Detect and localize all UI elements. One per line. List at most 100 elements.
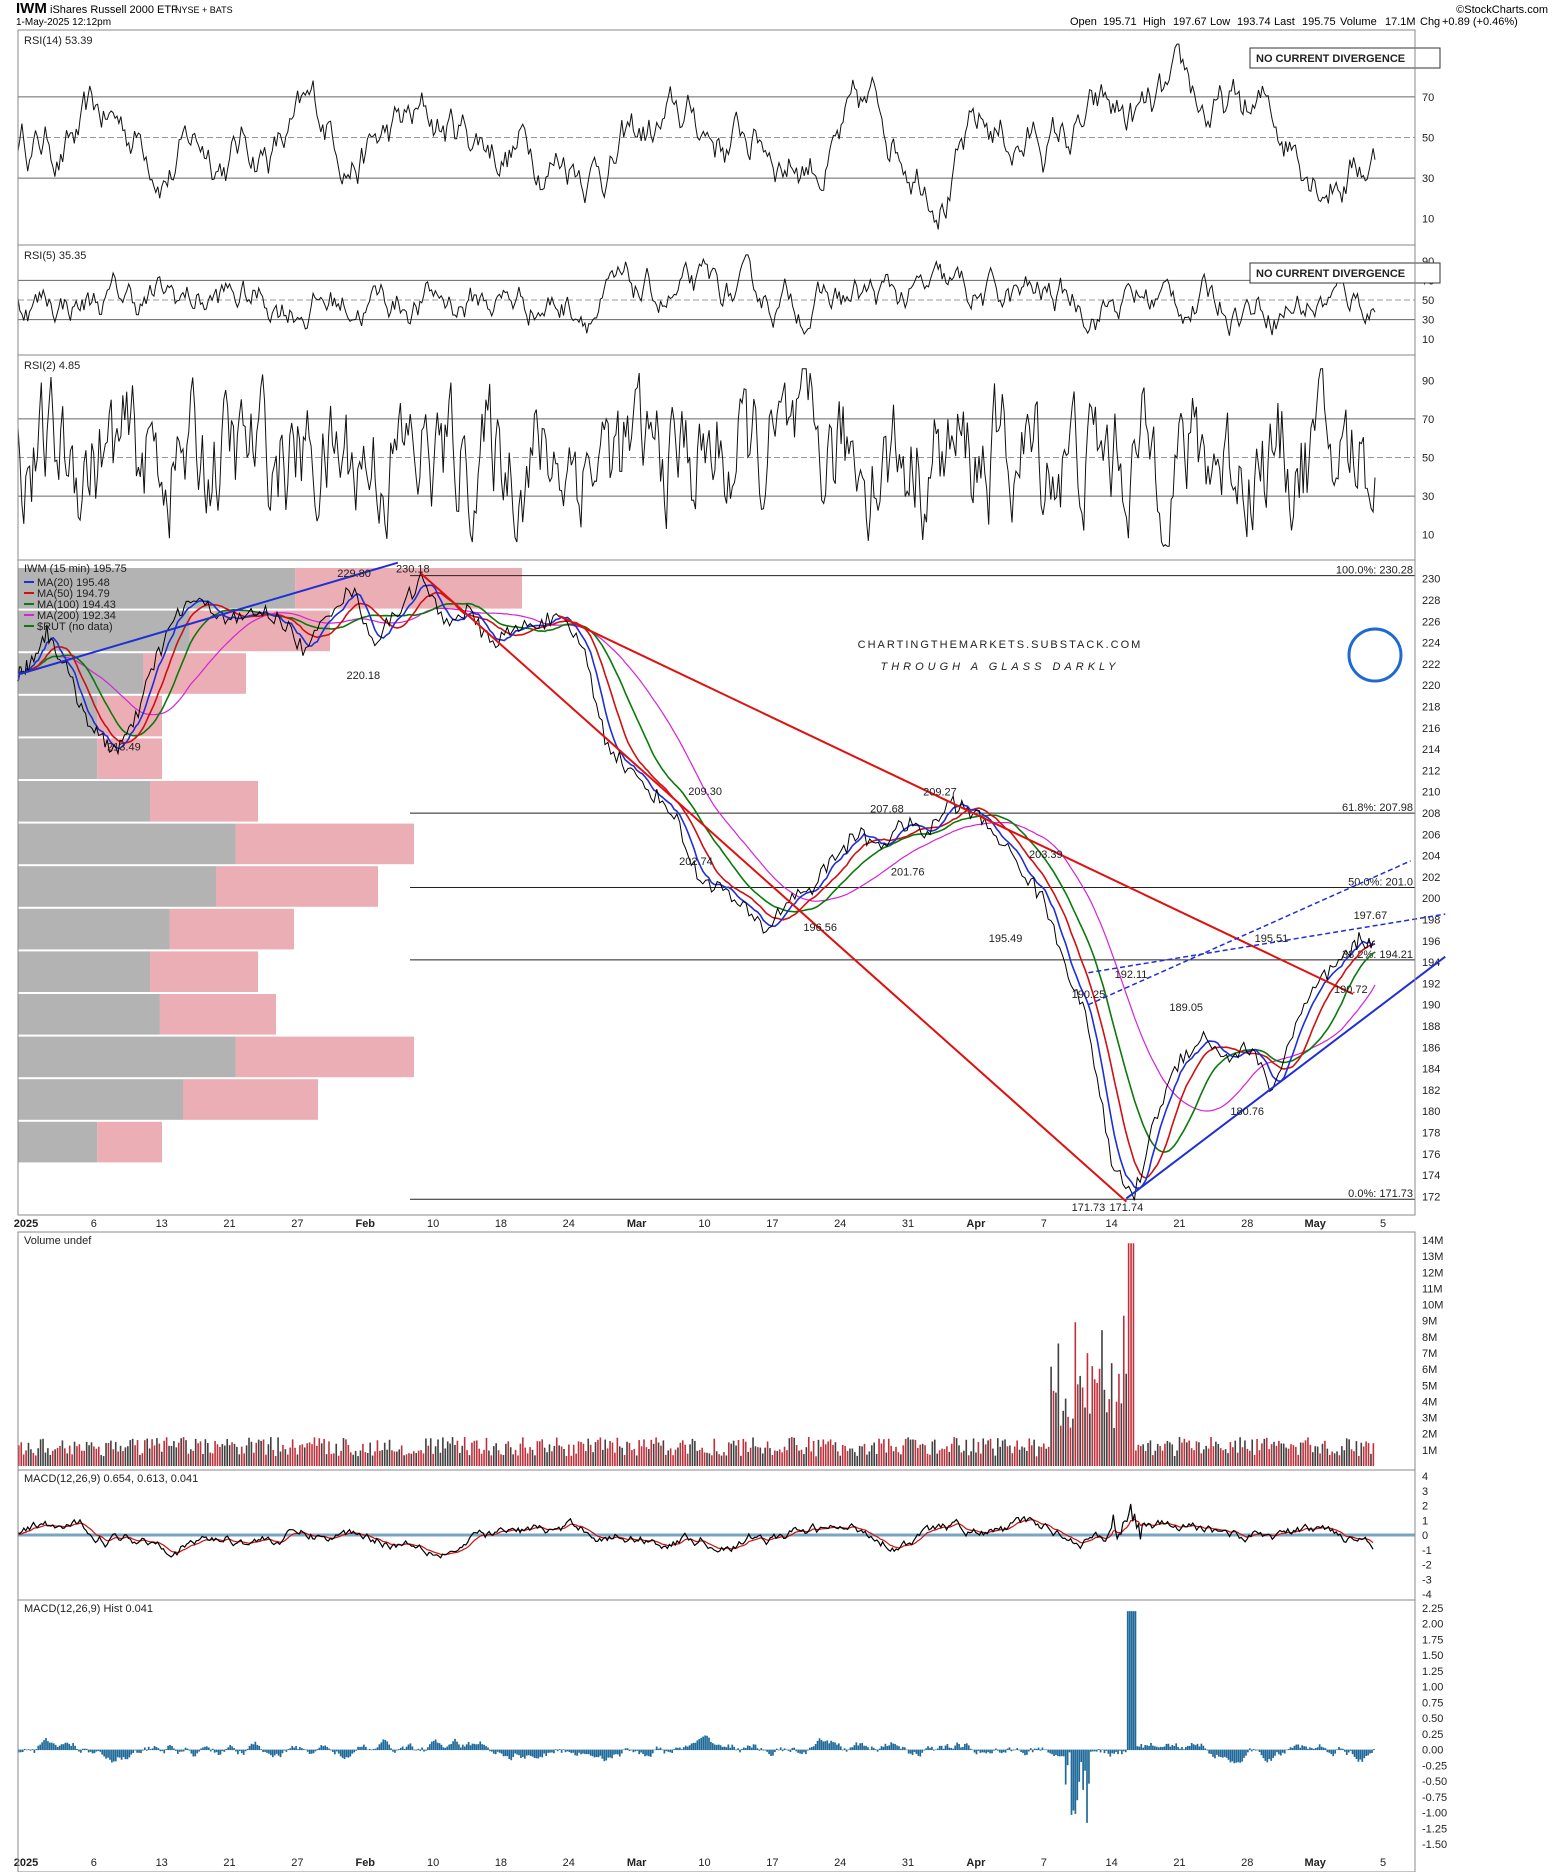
- macd-hist-bar: [1196, 1743, 1199, 1751]
- volume-tick: 7M: [1422, 1348, 1437, 1360]
- volume-bar: [1089, 1413, 1091, 1466]
- volume-bar: [694, 1440, 696, 1466]
- macd-hist-bar: [260, 1749, 263, 1751]
- price-point-label: 230.18: [396, 564, 430, 576]
- volume-bar: [953, 1437, 955, 1466]
- volume-profile-down-bar: [18, 568, 296, 609]
- macd-hist-bar: [427, 1747, 429, 1751]
- macd-hist-bar: [144, 1747, 146, 1751]
- volume-bar: [444, 1448, 447, 1466]
- macd-hist-bar: [372, 1748, 375, 1751]
- volume-bar: [22, 1454, 25, 1466]
- macd-hist-bar: [357, 1746, 359, 1751]
- last-label: Last: [1274, 16, 1295, 28]
- volume-bar: [199, 1441, 202, 1466]
- macd-hist-bar: [25, 1749, 28, 1751]
- macd-hist-bar: [1002, 1749, 1005, 1753]
- macd-hist-bar: [1097, 1749, 1100, 1751]
- macd-hist-bar: [1328, 1749, 1331, 1753]
- volume-bar: [49, 1454, 52, 1466]
- volume-bar: [369, 1442, 371, 1466]
- volume-bar: [1280, 1443, 1283, 1466]
- volume-bar: [270, 1437, 272, 1466]
- volume-bar: [1043, 1443, 1045, 1466]
- volume-bar: [994, 1455, 997, 1466]
- macd-hist-bar: [421, 1747, 423, 1751]
- x-tick: 2025: [14, 1218, 38, 1230]
- macd-hist-bar: [1167, 1743, 1170, 1751]
- macd-hist-bar: [836, 1744, 838, 1751]
- volume-bar: [611, 1442, 614, 1466]
- volume-bar: [660, 1445, 662, 1466]
- macd-hist-bar: [648, 1749, 650, 1757]
- volume-bar: [1251, 1439, 1254, 1466]
- volume-profile-down-bar: [18, 1036, 236, 1078]
- volume-bar: [1215, 1441, 1217, 1466]
- volume-bar: [262, 1439, 265, 1466]
- volume-bar: [238, 1454, 241, 1466]
- macd-hist-bar: [244, 1749, 247, 1752]
- macd-hist-bar: [774, 1749, 776, 1752]
- macd-hist-bar: [1316, 1747, 1319, 1751]
- volume-bar: [1311, 1452, 1314, 1466]
- macd-hist-bar: [430, 1741, 433, 1751]
- macd-hist-bar: [118, 1749, 121, 1758]
- macd-hist-bar: [925, 1748, 927, 1751]
- volume-bar: [257, 1439, 260, 1466]
- volume-bar: [226, 1438, 228, 1466]
- volume-bar: [766, 1441, 769, 1466]
- volume-bar: [1001, 1440, 1004, 1466]
- macd-hist-bar: [853, 1745, 856, 1751]
- price-tick: 198: [1422, 914, 1440, 926]
- macd-hist-bar: [580, 1749, 582, 1755]
- x-tick: 2025: [14, 1857, 38, 1869]
- volume-bar: [1261, 1443, 1263, 1466]
- macd-hist-bar: [1363, 1749, 1366, 1759]
- volume-bar: [769, 1448, 771, 1466]
- volume-bar: [706, 1452, 708, 1466]
- macd-hist-bar: [820, 1740, 823, 1751]
- volume-bar: [686, 1453, 689, 1466]
- macd-hist-bar: [1229, 1749, 1232, 1763]
- macd-hist-bar: [797, 1749, 800, 1753]
- volume-bar: [914, 1439, 917, 1466]
- macd-hist-bar: [630, 1749, 633, 1751]
- volume-bar: [815, 1456, 817, 1466]
- price-point-label: 195.51: [1255, 933, 1289, 945]
- macd-hist-bar: [1307, 1748, 1309, 1751]
- macd-hist-bar: [363, 1744, 365, 1751]
- macd-hist-bar: [1254, 1749, 1257, 1751]
- macd-hist-bar: [785, 1749, 788, 1751]
- volume-bar: [691, 1438, 694, 1466]
- macd-tick: -1: [1422, 1545, 1432, 1557]
- macd-hist-bar: [409, 1743, 412, 1751]
- macd-hist-bar: [874, 1749, 877, 1751]
- macd-hist-bar: [725, 1747, 728, 1751]
- macd-hist-bar: [768, 1749, 770, 1755]
- macd-hist-bar: [285, 1749, 288, 1752]
- macd-hist-bar: [211, 1748, 214, 1751]
- volume-bar: [376, 1440, 379, 1466]
- price-tick: 178: [1422, 1127, 1440, 1139]
- rsi14-tick: 70: [1422, 92, 1434, 104]
- volume-bar: [597, 1439, 599, 1466]
- macd-hist-bar: [1008, 1747, 1011, 1751]
- macd-hist-bar: [273, 1749, 276, 1756]
- macd-hist-bar: [128, 1749, 131, 1758]
- volume-bar: [204, 1439, 207, 1466]
- macd-hist-bar: [964, 1743, 966, 1751]
- volume-bar: [883, 1439, 885, 1466]
- macd-hist-bar: [923, 1749, 926, 1751]
- macd-hist-bar: [448, 1744, 451, 1751]
- macd-hist-bar: [52, 1743, 55, 1751]
- rsi5-tick: 10: [1422, 334, 1434, 346]
- volume-bar: [771, 1454, 774, 1466]
- macd-hist-bar: [1355, 1749, 1358, 1760]
- macd-hist-bar: [1231, 1749, 1234, 1762]
- volume-bar: [844, 1445, 846, 1466]
- macd-hist-bar: [132, 1749, 135, 1753]
- volume-bar: [88, 1445, 90, 1466]
- volume-bar: [1210, 1436, 1212, 1466]
- x-tick: 28: [1241, 1218, 1253, 1230]
